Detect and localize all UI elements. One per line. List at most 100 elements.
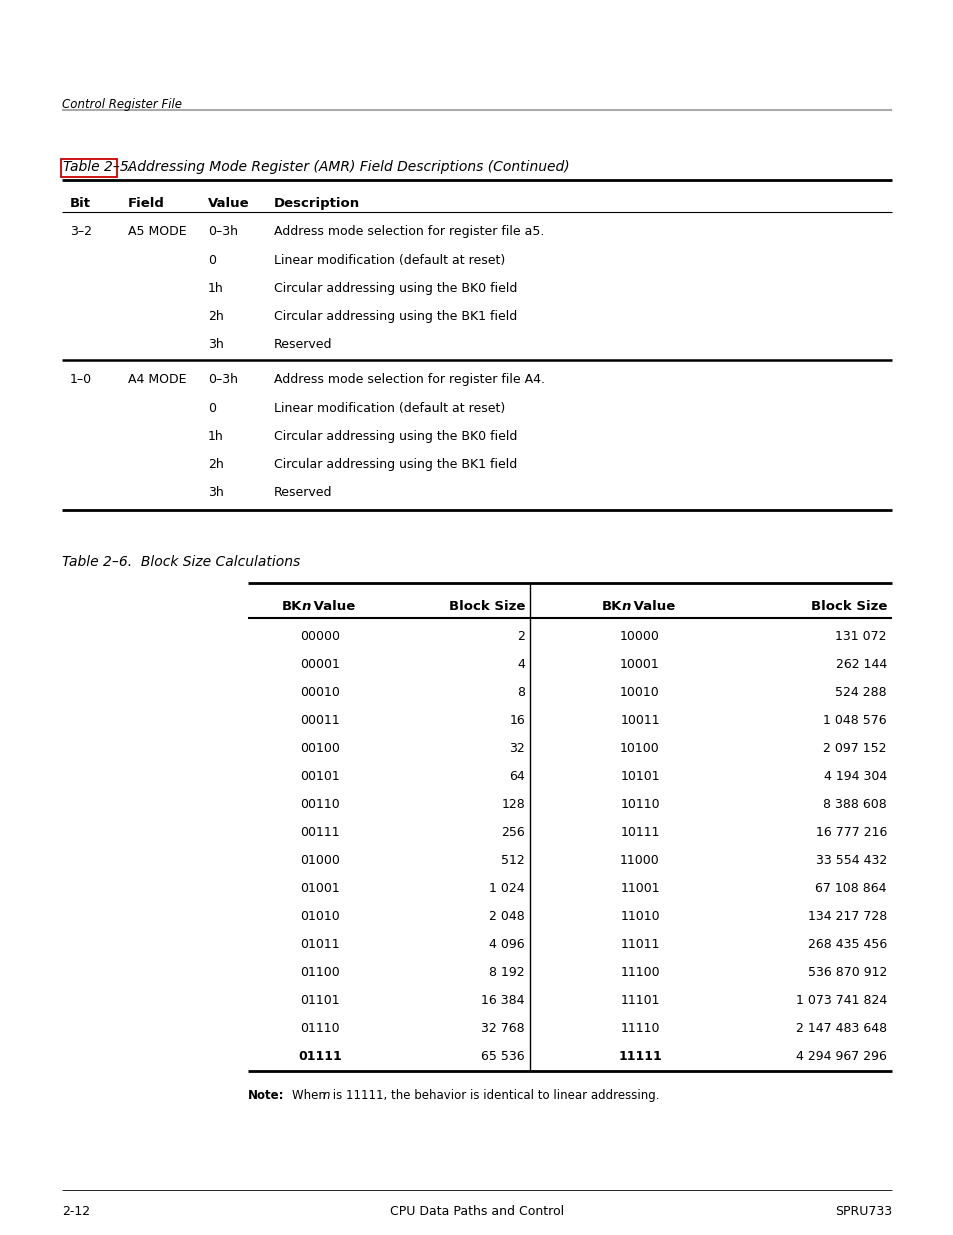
Text: SPRU733: SPRU733: [834, 1205, 891, 1218]
Text: Value: Value: [309, 600, 355, 613]
Text: 01000: 01000: [300, 853, 339, 867]
Text: 128: 128: [500, 798, 524, 811]
Text: Value: Value: [628, 600, 675, 613]
Text: A5 MODE: A5 MODE: [128, 225, 187, 238]
Text: 1 024: 1 024: [489, 882, 524, 895]
Text: Bit: Bit: [70, 198, 91, 210]
Text: 16 384: 16 384: [481, 994, 524, 1007]
Text: 10101: 10101: [619, 769, 659, 783]
Text: 2h: 2h: [208, 458, 224, 471]
Text: 2h: 2h: [208, 310, 224, 324]
Text: 01011: 01011: [300, 939, 339, 951]
Text: 11000: 11000: [619, 853, 659, 867]
Text: 268 435 456: 268 435 456: [807, 939, 886, 951]
Text: 64: 64: [509, 769, 524, 783]
Text: 1h: 1h: [208, 430, 224, 443]
Text: 3h: 3h: [208, 338, 224, 351]
Text: 16: 16: [509, 714, 524, 727]
Text: 67 108 864: 67 108 864: [815, 882, 886, 895]
Text: BK: BK: [281, 600, 302, 613]
Text: 00010: 00010: [300, 685, 339, 699]
Text: 10001: 10001: [619, 658, 659, 671]
Text: 11010: 11010: [619, 910, 659, 923]
Text: Reserved: Reserved: [274, 338, 333, 351]
Text: 11110: 11110: [619, 1023, 659, 1035]
Text: 33 554 432: 33 554 432: [815, 853, 886, 867]
Text: 1–0: 1–0: [70, 373, 92, 387]
Text: 01111: 01111: [297, 1050, 341, 1063]
Text: BK: BK: [601, 600, 621, 613]
Text: 4 294 967 296: 4 294 967 296: [796, 1050, 886, 1063]
Text: 4: 4: [517, 658, 524, 671]
Text: 32: 32: [509, 742, 524, 755]
Text: 00111: 00111: [300, 826, 339, 839]
Text: Linear modification (default at reset): Linear modification (default at reset): [274, 403, 505, 415]
Text: 10100: 10100: [619, 742, 659, 755]
Text: Circular addressing using the BK0 field: Circular addressing using the BK0 field: [274, 430, 517, 443]
Text: 8 192: 8 192: [489, 966, 524, 979]
Text: 10011: 10011: [619, 714, 659, 727]
Text: 2 147 483 648: 2 147 483 648: [795, 1023, 886, 1035]
Text: Description: Description: [274, 198, 359, 210]
Text: 2 048: 2 048: [489, 910, 524, 923]
Text: 256: 256: [500, 826, 524, 839]
Text: Linear modification (default at reset): Linear modification (default at reset): [274, 254, 505, 267]
Text: 0: 0: [208, 403, 215, 415]
Text: Field: Field: [128, 198, 165, 210]
Bar: [61, 159, 117, 177]
Text: Circular addressing using the BK1 field: Circular addressing using the BK1 field: [274, 310, 517, 324]
Text: Address mode selection for register file A4.: Address mode selection for register file…: [274, 373, 544, 387]
Text: When: When: [292, 1089, 330, 1102]
Text: 8: 8: [517, 685, 524, 699]
Text: 2-12: 2-12: [62, 1205, 90, 1218]
Text: 134 217 728: 134 217 728: [807, 910, 886, 923]
Text: 11011: 11011: [619, 939, 659, 951]
Text: 0: 0: [208, 254, 215, 267]
Text: 512: 512: [500, 853, 524, 867]
Text: 00000: 00000: [299, 630, 339, 643]
Text: CPU Data Paths and Control: CPU Data Paths and Control: [390, 1205, 563, 1218]
Text: 00100: 00100: [300, 742, 339, 755]
Text: 0–3h: 0–3h: [208, 225, 237, 238]
Text: 2 097 152: 2 097 152: [822, 742, 886, 755]
Text: Circular addressing using the BK0 field: Circular addressing using the BK0 field: [274, 282, 517, 295]
Text: 3–2: 3–2: [70, 225, 91, 238]
Text: 00101: 00101: [300, 769, 339, 783]
Text: is 11111, the behavior is identical to linear addressing.: is 11111, the behavior is identical to l…: [329, 1089, 659, 1102]
Text: 00110: 00110: [300, 798, 339, 811]
Text: 4 096: 4 096: [489, 939, 524, 951]
Text: 01101: 01101: [300, 994, 339, 1007]
Text: 65 536: 65 536: [481, 1050, 524, 1063]
Text: 4 194 304: 4 194 304: [822, 769, 886, 783]
Text: 11100: 11100: [619, 966, 659, 979]
Text: 10110: 10110: [619, 798, 659, 811]
Text: 2: 2: [517, 630, 524, 643]
Text: 00011: 00011: [300, 714, 339, 727]
Text: 16 777 216: 16 777 216: [815, 826, 886, 839]
Text: A4 MODE: A4 MODE: [128, 373, 186, 387]
Text: Reserved: Reserved: [274, 487, 333, 499]
Text: 01001: 01001: [300, 882, 339, 895]
Text: 32 768: 32 768: [481, 1023, 524, 1035]
Text: 131 072: 131 072: [835, 630, 886, 643]
Text: Control Register File: Control Register File: [62, 98, 182, 111]
Text: n: n: [621, 600, 631, 613]
Text: Block Size: Block Size: [810, 600, 886, 613]
Text: 1 073 741 824: 1 073 741 824: [795, 994, 886, 1007]
Text: 0–3h: 0–3h: [208, 373, 237, 387]
Text: 10010: 10010: [619, 685, 659, 699]
Text: 8 388 608: 8 388 608: [822, 798, 886, 811]
Text: 524 288: 524 288: [835, 685, 886, 699]
Text: 536 870 912: 536 870 912: [807, 966, 886, 979]
Text: Address mode selection for register file a5.: Address mode selection for register file…: [274, 225, 544, 238]
Text: Circular addressing using the BK1 field: Circular addressing using the BK1 field: [274, 458, 517, 471]
Text: 262 144: 262 144: [835, 658, 886, 671]
Text: 1h: 1h: [208, 282, 224, 295]
Text: 01100: 01100: [300, 966, 339, 979]
Text: 1 048 576: 1 048 576: [822, 714, 886, 727]
Text: 01010: 01010: [300, 910, 339, 923]
Text: 3h: 3h: [208, 487, 224, 499]
Text: 11111: 11111: [618, 1050, 661, 1063]
Text: Note:: Note:: [248, 1089, 284, 1102]
Text: Addressing Mode Register (AMR) Field Descriptions (Continued): Addressing Mode Register (AMR) Field Des…: [119, 161, 569, 174]
